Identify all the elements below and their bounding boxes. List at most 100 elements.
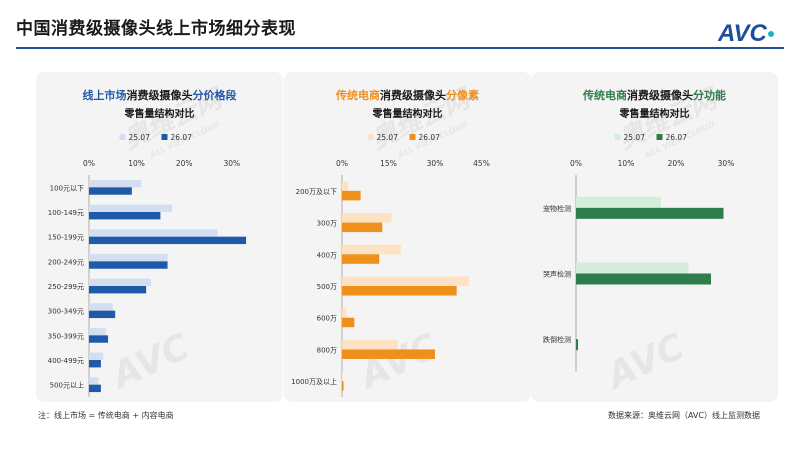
chart-title-part: 消费级摄像头 [627, 88, 693, 102]
chart-title-part: 传统电商 [335, 88, 380, 102]
x-tick-label: 15% [380, 159, 397, 168]
chart-title-part: 分价格段 [193, 88, 237, 102]
category-label: 800万 [317, 346, 337, 354]
chart-title: 传统电商消费级摄像头分功能 [582, 88, 726, 102]
panel-function: 奥维云网 ALL VIEW CLOUD AVC 传统电商消费级摄像头分功能 零售量结构对… [531, 72, 778, 402]
chart-title-part: 传统电商 [582, 88, 627, 102]
bar-prev [576, 262, 689, 274]
x-tick-label: 45% [473, 159, 490, 168]
x-tick-label: 30% [223, 159, 240, 168]
bar-prev [342, 181, 349, 191]
bar-curr [89, 286, 147, 294]
legend-label: 26.07 [666, 133, 688, 142]
bar-curr [89, 212, 161, 220]
category-label: 500元以上 [50, 381, 84, 390]
legend-swatch [409, 134, 416, 140]
bar-prev [342, 276, 470, 286]
category-label: 500万 [317, 283, 337, 291]
bar-prev [342, 339, 398, 350]
data-source: 数据来源：奥维云网（AVC）线上监测数据 [607, 411, 760, 420]
panel-pixel: 奥维云网 ALL VIEW CLOUD AVC 传统电商消费级摄像头分像素 零售量结构对… [284, 72, 531, 402]
category-label: 300-349元 [48, 308, 84, 316]
bar-prev [89, 352, 104, 360]
x-tick-label: 0% [570, 159, 582, 168]
bar-curr [576, 273, 711, 285]
category-label: 跌倒检测 [543, 335, 571, 344]
category-label: 400万 [317, 251, 337, 259]
x-tick-label: 30% [718, 159, 735, 168]
bar-curr [89, 335, 109, 343]
legend-swatch [614, 134, 621, 140]
bar-curr [342, 254, 380, 264]
brand-dot-icon [768, 31, 774, 37]
chart-title-part: 消费级摄像头 [127, 88, 193, 102]
category-label: 哭声检测 [543, 270, 571, 279]
avc-logo: AVC [718, 20, 774, 46]
bar-curr [342, 190, 361, 201]
bar-prev [89, 179, 142, 188]
bar-curr [576, 339, 578, 351]
x-tick-label: 20% [176, 159, 193, 168]
legend-swatch [656, 134, 663, 140]
chart-title-part: 线上市场 [83, 88, 127, 102]
chart-title-part: 分功能 [693, 88, 726, 102]
bar-prev [89, 229, 218, 237]
legend-label: 25.07 [624, 133, 646, 142]
bar-prev [89, 303, 113, 311]
legend-label: 26.07 [171, 133, 193, 142]
bar-curr [576, 207, 724, 219]
bar-curr [89, 261, 168, 269]
chart-title-part: 分像素 [446, 88, 479, 102]
category-label: 400-499元 [48, 357, 84, 365]
watermark-logo: AVC [104, 326, 197, 398]
chart-title: 传统电商消费级摄像头分像素 [335, 88, 479, 102]
brand-text: AVC [718, 20, 768, 46]
x-tick-label: 10% [128, 159, 145, 168]
bar-curr [89, 360, 101, 368]
x-tick-label: 20% [668, 159, 685, 168]
chart-title: 线上市场消费级摄像头分价格段 [83, 88, 237, 102]
bar-curr [89, 187, 132, 195]
legend-swatch [367, 134, 374, 140]
bar-prev [342, 308, 347, 318]
legend-swatch [119, 134, 126, 140]
bar-prev [89, 253, 168, 262]
panel-price-segment: 奥维云网 ALL VIEW CLOUD AVC 线上市场消费级摄像头分价格段 零售量结构… [36, 72, 283, 402]
category-label: 150-199元 [48, 234, 84, 242]
bar-prev [342, 213, 392, 223]
bar-prev [89, 278, 151, 286]
category-label: 200-249元 [48, 258, 84, 266]
watermark-logo: AVC [599, 326, 692, 398]
category-label: 250-299元 [48, 283, 84, 291]
bar-curr [342, 381, 344, 391]
x-tick-label: 0% [83, 159, 95, 168]
x-tick-label: 10% [618, 159, 635, 168]
bar-prev [89, 204, 173, 212]
bar-curr [342, 317, 355, 328]
bar-prev [342, 244, 401, 255]
category-label: 300万 [317, 220, 337, 228]
legend-swatch [161, 134, 168, 140]
x-tick-label: 30% [427, 159, 444, 168]
category-label: 1000万及以上 [291, 377, 337, 386]
x-tick-label: 0% [336, 159, 348, 168]
bar-prev [576, 196, 661, 208]
category-label: 100元以下 [50, 184, 84, 192]
bar-curr [89, 384, 101, 393]
title-divider [16, 47, 784, 49]
bar-curr [342, 222, 383, 233]
bar-curr [89, 310, 116, 319]
bar-curr [342, 286, 457, 296]
category-label: 宠物检测 [543, 204, 571, 213]
chart-subtitle: 零售量结构对比 [372, 107, 443, 120]
category-label: 600万 [317, 315, 337, 323]
category-label: 200万及以下 [296, 188, 337, 196]
legend-label: 25.07 [377, 133, 399, 142]
chart-subtitle: 零售量结构对比 [619, 107, 690, 120]
category-label: 350-399元 [48, 332, 84, 340]
bar-curr [89, 236, 247, 245]
bar-curr [342, 349, 435, 359]
bar-prev [89, 327, 106, 336]
